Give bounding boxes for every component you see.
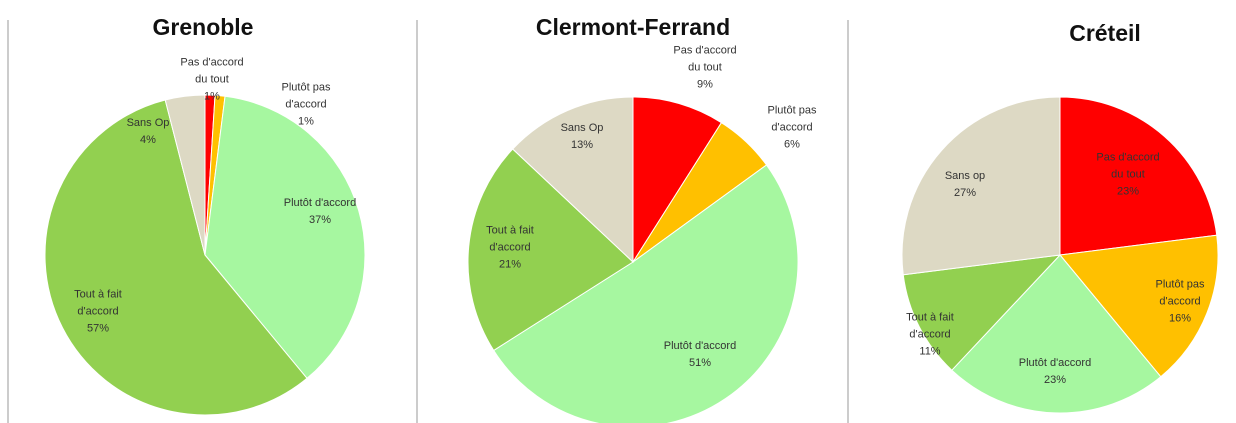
value-label: 11%: [919, 345, 941, 358]
pie-slice: [632, 96, 723, 264]
pie-slice: [467, 148, 634, 352]
pie-slice: [164, 94, 206, 256]
slice-label: Sans Op 13%: [544, 120, 620, 154]
category-label: Sans Op: [560, 122, 604, 134]
slice-label: Pas d'accord du tout 23%: [1090, 150, 1166, 201]
category-label: Plutôt d'accord: [283, 197, 357, 209]
category-label: Plutôt pas d'accord: [1155, 278, 1205, 308]
value-label: 13%: [570, 139, 594, 151]
pie-slice: [1059, 234, 1219, 378]
category-label: Tout à fait d'accord: [74, 288, 122, 318]
value-label: 37%: [308, 214, 332, 226]
chart-title: Clermont-Ferrand: [535, 14, 731, 40]
value-label: 27%: [953, 187, 977, 199]
slice-label: Plutôt pas d'accord 16%: [1142, 277, 1218, 328]
value-label: 23%: [1043, 374, 1067, 386]
slice-label: Plutôt d'accord 23%: [1017, 355, 1093, 389]
slice-label: Sans op 27%: [927, 168, 1003, 202]
category-label: Pas d'accord du tout: [673, 44, 737, 74]
slice-label: Tout à fait d'accord 21%: [472, 223, 548, 274]
category-label: Tout à fait d'accord: [906, 311, 954, 341]
pie-slice: [492, 164, 799, 423]
value-label: 57%: [86, 322, 110, 335]
slice-label: Pas d'accord du tout 1%: [174, 55, 250, 106]
category-label: Plutôt d'accord: [1018, 357, 1092, 369]
slice-label: Pas d'accord du tout 9%: [667, 43, 743, 94]
category-label: Plutôt d'accord: [663, 340, 737, 352]
chart-title: Grenoble: [152, 14, 254, 40]
slice-label: Sans Op 4%: [110, 115, 186, 149]
value-label: 6%: [784, 138, 800, 151]
slice-label: Plutôt pas d'accord 1%: [268, 80, 344, 131]
slice-label: Plutôt d'accord 51%: [662, 338, 738, 372]
slice-label: Plutôt d'accord 37%: [282, 195, 358, 229]
pie-slice: [951, 254, 1162, 414]
value-label: 51%: [688, 357, 712, 369]
slice-label: Tout à fait d'accord 11%: [892, 310, 968, 361]
value-label: 23%: [1116, 185, 1140, 198]
category-label: Pas d'accord du tout: [1096, 151, 1160, 181]
slice-label: Tout à fait d'accord 57%: [60, 287, 136, 338]
pie-slice: [512, 96, 634, 264]
category-label: Tout à fait d'accord: [486, 224, 534, 254]
category-label: Sans Op: [126, 117, 170, 129]
category-label: Pas d'accord du tout: [180, 56, 244, 86]
pie-slice: [1059, 96, 1218, 256]
category-label: Plutôt pas d'accord: [281, 81, 331, 111]
pie-slice: [901, 96, 1061, 276]
slice-label: Plutôt pas d'accord 6%: [754, 103, 830, 154]
value-label: 1%: [204, 90, 220, 103]
category-label: Sans op: [944, 170, 986, 182]
chart-title: Créteil: [1069, 20, 1141, 46]
value-label: 16%: [1168, 312, 1192, 325]
category-label: Plutôt pas d'accord: [767, 104, 817, 134]
value-label: 21%: [498, 258, 522, 271]
value-label: 9%: [697, 78, 713, 91]
value-label: 1%: [298, 115, 314, 128]
value-label: 4%: [140, 134, 156, 146]
pie-slice: [44, 99, 308, 416]
pie-slice: [902, 254, 1062, 371]
pie-slice: [204, 95, 366, 379]
